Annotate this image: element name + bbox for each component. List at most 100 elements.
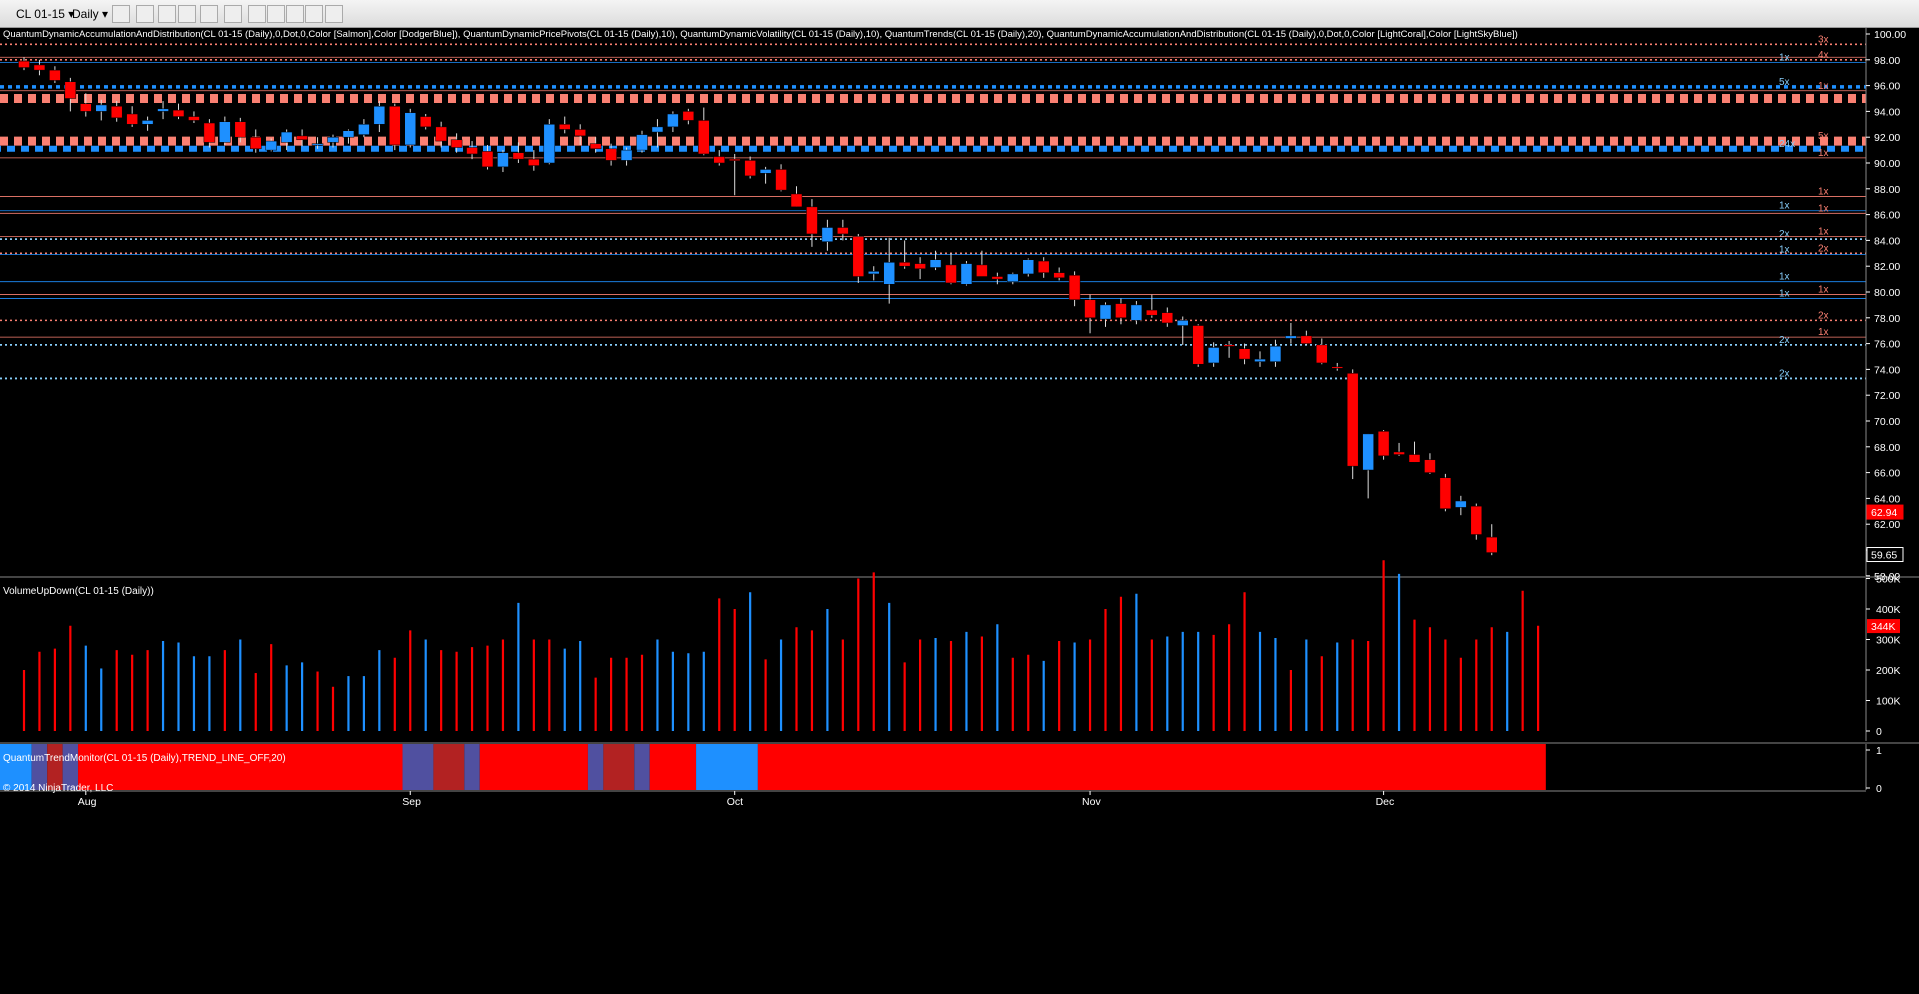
level-label: 2x (1779, 368, 1790, 379)
candle-up (497, 152, 509, 168)
level-label: 2x (1818, 243, 1829, 254)
instrument-selector[interactable]: CL 01-15 ▾ (16, 5, 74, 23)
zoom-icon[interactable] (224, 5, 242, 23)
candle-up (1269, 345, 1282, 362)
level-label: 1x (1779, 288, 1790, 299)
candle-up (667, 113, 679, 128)
volume-tick-label: 0 (1876, 726, 1882, 738)
candle-up (651, 126, 664, 133)
pointer-tool-icon[interactable] (178, 5, 196, 23)
chart-properties-icon[interactable] (248, 5, 266, 23)
candle-down (976, 264, 988, 277)
candle-down (172, 109, 185, 117)
price-tick-label: 98.00 (1874, 55, 1900, 67)
trend-panel: 10 (0, 742, 1919, 795)
chart-template-icon[interactable] (286, 5, 304, 23)
candle-up (1254, 358, 1266, 362)
candle-up (821, 227, 834, 242)
candle-down (713, 156, 725, 164)
level-label: 2x (1818, 310, 1829, 321)
candle-down (945, 264, 957, 284)
price-tick-label: 68.00 (1874, 442, 1900, 454)
candle-down (1470, 505, 1483, 535)
data-box-icon[interactable] (305, 5, 323, 23)
trend-segment (31, 744, 48, 790)
trend-segment (464, 744, 480, 790)
candle-up (141, 120, 154, 125)
level-label: 3x (1818, 34, 1829, 45)
candle-down (589, 143, 602, 150)
candle-down (80, 103, 92, 112)
level-label: 1x (1779, 52, 1790, 63)
price-tick-label: 92.00 (1874, 132, 1900, 144)
cursor-icon[interactable] (200, 5, 218, 23)
last-price-box (1866, 504, 1904, 520)
candle-up (219, 121, 231, 143)
candle-down (914, 263, 926, 270)
candle-up (95, 104, 107, 112)
candle-up (1130, 304, 1143, 321)
level-label: 2x (1779, 229, 1790, 240)
trend-segment (47, 744, 63, 790)
candle-up (620, 149, 633, 161)
chart-canvas[interactable]: 3x 4x 1x 5x 1x 5x 24x 1x 1x 1x 1x 2x 1x 2x 1x 1x 1x 1x 2x 1… (0, 28, 1919, 994)
level-label: 5x (1818, 131, 1829, 142)
trend-segment (603, 744, 635, 790)
volume-tick-label: 300K (1876, 635, 1901, 647)
strategy-icon[interactable] (267, 5, 285, 23)
price-tick-label: 78.00 (1874, 313, 1900, 325)
bar-type-icon[interactable] (112, 5, 130, 23)
candle-down (481, 151, 494, 168)
draw-pencil-icon[interactable] (136, 5, 154, 23)
chevron-down-icon: ▾ (68, 7, 75, 21)
period-selector[interactable]: Daily ▾ (72, 5, 108, 23)
candle-down (49, 69, 61, 81)
trend-segment (62, 744, 79, 790)
candle-up (868, 271, 880, 275)
candle-down (806, 206, 818, 235)
trend-segment (757, 744, 1546, 790)
volume-panel-label: VolumeUpDown(CL 01-15 (Daily)) (3, 586, 154, 597)
x-tick-label: Aug (78, 796, 97, 808)
price-axis-bg (1867, 28, 1919, 576)
candle-up (157, 108, 169, 112)
candle-down (1486, 536, 1498, 553)
candle-down (1300, 335, 1313, 344)
level-label: 2x (1779, 335, 1790, 346)
level-label: 1x (1818, 187, 1829, 198)
candle-down (1223, 344, 1235, 347)
price-tick-label: 100.00 (1874, 29, 1906, 41)
volume-tick-label: 500K (1876, 574, 1901, 586)
last-price-label: 59.65 (1871, 550, 1897, 562)
volume-tick-label: 100K (1876, 696, 1901, 708)
candle-down (1084, 299, 1096, 319)
candle-up (1177, 320, 1189, 326)
candle-down (1146, 309, 1158, 316)
candle-up (342, 130, 355, 138)
candle-down (203, 122, 216, 143)
panel-icon[interactable] (325, 5, 343, 23)
candle-down (466, 147, 478, 155)
candle-down (1439, 477, 1452, 509)
candle-down (512, 152, 525, 160)
candle-up (759, 169, 772, 174)
candle-up (1007, 273, 1019, 282)
candle-up (543, 124, 556, 164)
candle-down (419, 116, 432, 128)
last-price-box (1866, 547, 1904, 563)
trend-segment (433, 744, 465, 790)
level-label: 5x (1779, 77, 1790, 88)
candle-down (1192, 325, 1204, 365)
price-tick-label: 90.00 (1874, 158, 1900, 170)
candle-down (744, 160, 756, 177)
instrument-label: CL 01-15 (16, 7, 65, 21)
candle-down (188, 116, 200, 121)
x-tick-label: Oct (727, 796, 743, 808)
price-tick-label: 88.00 (1874, 184, 1900, 196)
candle-down (898, 262, 911, 267)
candle-down (435, 126, 447, 142)
add-indicator-icon[interactable] (158, 5, 176, 23)
x-tick-label: Nov (1082, 796, 1101, 808)
level-label: 1x (1818, 203, 1829, 214)
candle-down (605, 148, 617, 161)
